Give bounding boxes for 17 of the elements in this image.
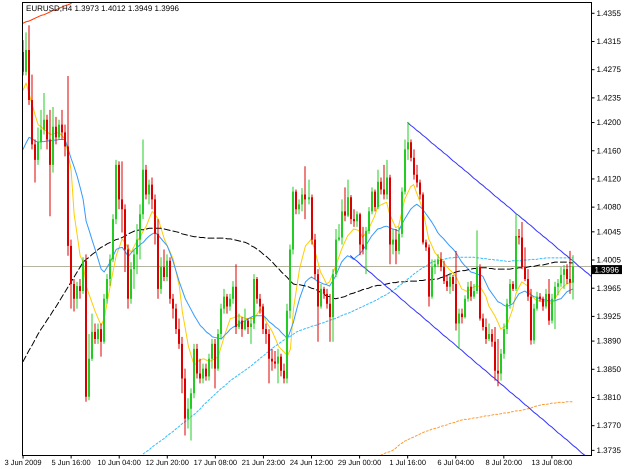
y-tick-label: 1.4120 [596, 174, 622, 184]
y-tick-label: 1.3810 [596, 393, 622, 402]
y-tick-label: 1.3735 [596, 446, 622, 455]
y-tick-label: 1.4005 [596, 256, 622, 265]
y-tick-label: 1.3925 [596, 312, 622, 321]
y-tick-label: 1.4275 [596, 65, 622, 74]
y-tick-label: 1.4355 [596, 8, 622, 18]
y-tick-label: 1.4080 [596, 202, 622, 212]
y-tick-label: 1.4315 [596, 37, 622, 46]
y-tick-label: 1.3890 [596, 336, 622, 346]
y-tick-label: 1.4235 [596, 93, 622, 102]
y-tick-label: 1.3770 [596, 421, 622, 430]
y-tick-label: 1.3850 [596, 364, 622, 374]
y-tick-label: 1.4160 [596, 146, 622, 156]
y-tick-label: 1.4200 [596, 118, 622, 128]
y-tick-label: 1.4045 [596, 227, 622, 236]
y-tick-label: 1.3965 [596, 284, 622, 293]
